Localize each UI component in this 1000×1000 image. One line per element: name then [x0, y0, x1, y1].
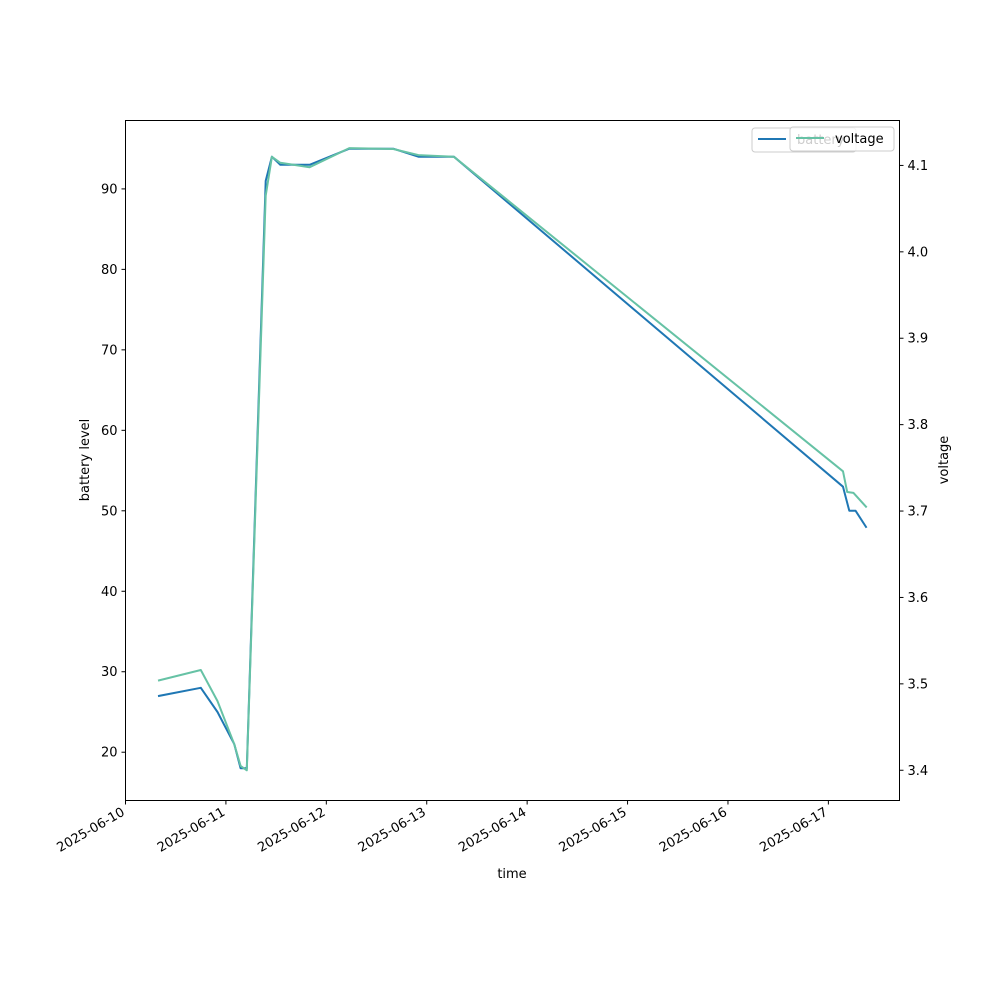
y-right-tick-label: 3.7 [908, 505, 929, 520]
x-tick-label: 2025-06-11 [155, 805, 228, 856]
y-axis-left-label: battery level [78, 419, 93, 502]
y-right-tick-label: 3.9 [908, 332, 929, 347]
x-tick-label: 2025-06-15 [557, 805, 630, 856]
y-right-tick-label: 3.8 [908, 418, 929, 433]
y-right-tick-label: 4.0 [908, 245, 929, 260]
x-tick-label: 2025-06-16 [657, 805, 730, 856]
y-right-tick-label: 4.1 [908, 159, 929, 174]
y-left-tick-label: 70 [101, 343, 118, 358]
x-axis: 2025-06-10 2025-06-11 2025-06-12 2025-06-13… [55, 800, 830, 856]
series-layer [157, 147, 868, 772]
y-right-tick-label: 3.6 [908, 591, 929, 606]
y-left-tick-label: 50 [101, 504, 118, 519]
y-left-tick-label: 80 [101, 263, 118, 278]
x-axis-label: time [497, 867, 526, 882]
legend-voltage-box [789, 126, 895, 152]
y-left-tick-label: 40 [101, 585, 118, 600]
x-tick-label: 2025-06-10 [55, 805, 128, 856]
y-axis-right: 3.4 3.5 3.6 3.7 3.8 3.9 4.0 4.1 [899, 159, 929, 779]
y-right-tick-label: 3.5 [908, 677, 929, 692]
y-right-tick-label: 3.4 [908, 764, 929, 779]
x-tick-label: 2025-06-14 [456, 805, 529, 856]
legend-voltage: voltage [789, 126, 895, 152]
plot-frame [125, 120, 900, 801]
x-tick-label: 2025-06-17 [757, 805, 830, 856]
y-left-tick-label: 30 [101, 665, 118, 680]
legend-voltage-label: voltage [835, 132, 884, 147]
y-left-tick-label: 60 [101, 424, 118, 439]
series-line-voltage [157, 147, 868, 772]
y-axis-left: 20 30 40 50 60 70 80 90 [101, 182, 126, 761]
x-tick-label: 2025-06-13 [356, 805, 429, 856]
y-axis-right-label: voltage [937, 436, 952, 485]
y-left-tick-label: 20 [101, 746, 118, 761]
y-left-tick-label: 90 [101, 182, 118, 197]
x-tick-label: 2025-06-12 [255, 805, 328, 856]
